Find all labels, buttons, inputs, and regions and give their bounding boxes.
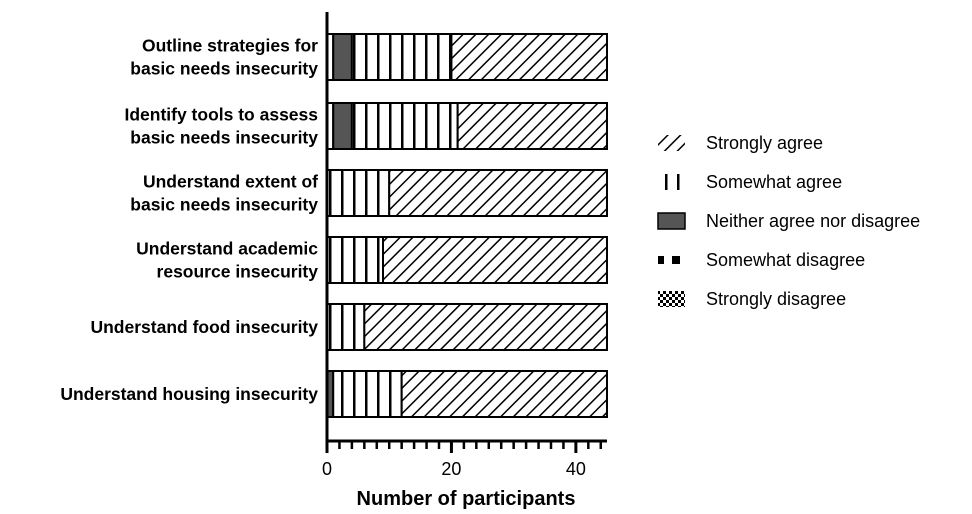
legend-label: Strongly disagree xyxy=(706,289,846,309)
category-label: Understand food insecurity xyxy=(90,317,318,337)
x-tick-label: 40 xyxy=(566,459,586,479)
legend-swatch xyxy=(658,252,685,268)
category-label: Identify tools to assess xyxy=(124,105,318,125)
category-label: Understand housing insecurity xyxy=(60,384,318,404)
category-label: basic needs insecurity xyxy=(130,195,318,215)
category-label: Understand academic xyxy=(136,239,318,259)
bar-segment xyxy=(450,33,608,81)
bar-segment xyxy=(332,33,353,81)
legend-label: Somewhat agree xyxy=(706,172,842,192)
x-tick-label: 20 xyxy=(441,459,461,479)
legend-swatch xyxy=(658,135,685,151)
bars-layer xyxy=(326,33,608,418)
bar-segment xyxy=(350,33,453,81)
bar-segment xyxy=(400,370,608,418)
legend-swatch xyxy=(658,291,685,307)
category-label: basic needs insecurity xyxy=(130,59,318,79)
category-label: basic needs insecurity xyxy=(130,128,318,148)
legend: Strongly agree Somewhat agree Neither agre… xyxy=(657,133,920,309)
bar-segment xyxy=(388,169,608,217)
category-label: Outline strategies for xyxy=(142,36,318,56)
x-tick-label: 0 xyxy=(322,459,332,479)
category-label: Understand extent of xyxy=(143,172,318,192)
bar-segment xyxy=(326,236,384,284)
legend-label: Neither agree nor disagree xyxy=(706,211,920,231)
category-label: resource insecurity xyxy=(157,262,319,282)
legend-label: Somewhat disagree xyxy=(706,250,865,270)
bar-segment xyxy=(363,303,608,351)
bar-segment xyxy=(381,236,608,284)
bar-segment xyxy=(350,102,459,150)
bar-segment xyxy=(326,303,366,351)
bar-segment xyxy=(332,370,403,418)
axes: 0 20 40 xyxy=(322,12,607,479)
bar-segment xyxy=(326,169,391,217)
bar-segment xyxy=(456,102,608,150)
legend-swatch xyxy=(657,212,686,230)
bar-segment xyxy=(332,102,353,150)
x-axis-title: Number of participants xyxy=(357,488,576,510)
legend-label: Strongly agree xyxy=(706,133,823,153)
legend-swatch xyxy=(658,174,685,190)
category-labels: Outline strategies for basic needs insecu… xyxy=(60,36,318,405)
